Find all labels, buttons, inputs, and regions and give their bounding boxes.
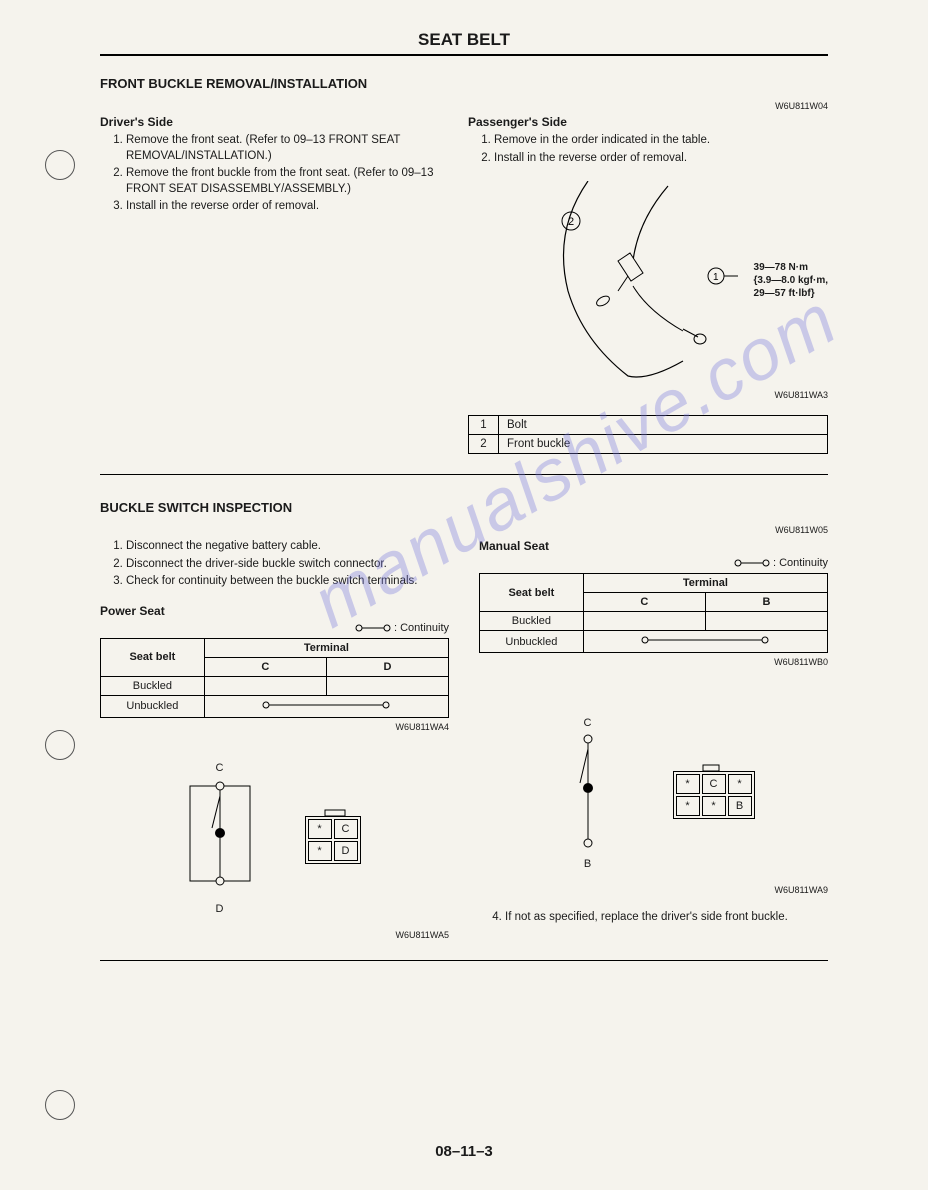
part-num: 1: [469, 416, 499, 435]
terminal-label: D: [185, 903, 255, 915]
passenger-heading: Passenger's Side: [468, 115, 828, 129]
passenger-side-column: Passenger's Side Remove in the order ind…: [468, 115, 828, 454]
step-text: Remove in the order indicated in the tab…: [494, 133, 828, 149]
col-header: D: [326, 657, 448, 676]
table-row: Buckled: [101, 676, 449, 695]
continuity-legend: : Continuity: [479, 557, 828, 569]
step-text: If not as specified, replace the driver'…: [505, 910, 828, 926]
part-name: Front buckle: [499, 435, 828, 454]
grid-cell: *: [676, 774, 700, 794]
table-row: 2 Front buckle: [469, 435, 828, 454]
page-number: 08–11–3: [0, 1143, 928, 1160]
cell: [204, 676, 326, 695]
table-code: W6U811WA4: [100, 722, 449, 732]
svg-text:2: 2: [568, 216, 574, 228]
terminal-label: B: [553, 858, 623, 870]
section-heading: FRONT BUCKLE REMOVAL/INSTALLATION: [100, 76, 828, 91]
step-text: Remove the front buckle from the front s…: [126, 166, 438, 197]
grid-cell: *: [308, 841, 332, 861]
grid-cell: *: [728, 774, 752, 794]
grid-cell: D: [334, 841, 358, 861]
table-header: Terminal: [583, 574, 827, 593]
power-switch-diagram: C D * C: [100, 762, 449, 915]
table-header: Seat belt: [480, 574, 584, 612]
step-text: Disconnect the driver-side buckle switch…: [126, 557, 449, 573]
manual-switch-diagram: C B * C *: [479, 717, 828, 870]
table-row: Unbuckled: [480, 631, 828, 653]
col-header: C: [204, 657, 326, 676]
col-header: B: [705, 593, 827, 612]
table-code: W6U811WB0: [479, 657, 828, 667]
section2-columns: Disconnect the negative battery cable. D…: [100, 539, 828, 940]
scan-artifact-ring: [45, 150, 75, 180]
cell: [705, 612, 827, 631]
buckle-diagram: 2 1 39—78 N·m {3.9—8.0 kgf·m, 29—57 ft·l…: [468, 181, 828, 400]
part-name: Bolt: [499, 416, 828, 435]
torque-spec: 39—78 N·m {3.9—8.0 kgf·m, 29—57 ft·lbf}: [754, 261, 828, 300]
step-text: Remove the front seat. (Refer to 09–13 F…: [126, 133, 438, 164]
driver-steps: Remove the front seat. (Refer to 09–13 F…: [126, 133, 438, 215]
grid-cell: C: [334, 819, 358, 839]
section-heading: BUCKLE SWITCH INSPECTION: [100, 500, 828, 515]
grid-cell: *: [308, 819, 332, 839]
diagram-code: W6U811WA9: [479, 885, 828, 895]
grid-cell: *: [702, 796, 726, 816]
grid-cell: C: [702, 774, 726, 794]
doc-code: W6U811W05: [100, 525, 828, 535]
final-step: If not as specified, replace the driver'…: [505, 910, 828, 926]
svg-text:1: 1: [713, 272, 719, 283]
table-row: 1 Bolt: [469, 416, 828, 435]
doc-code: W6U811W04: [100, 101, 828, 111]
manual-seat-heading: Manual Seat: [479, 539, 828, 553]
inspection-left-column: Disconnect the negative battery cable. D…: [100, 539, 449, 940]
step-text: Disconnect the negative battery cable.: [126, 539, 449, 555]
table-row: Unbuckled: [101, 695, 449, 717]
manual-continuity-table: Seat belt Terminal C B Buckled Unbuckled: [479, 573, 828, 653]
continuity-cell: [204, 695, 448, 717]
state-label: Unbuckled: [480, 631, 584, 653]
state-label: Buckled: [101, 676, 205, 695]
step-text: Install in the reverse order of removal.: [494, 151, 828, 167]
cell: [583, 612, 705, 631]
legend-text: : Continuity: [394, 622, 449, 634]
torque-line: 29—57 ft·lbf}: [754, 287, 828, 300]
parts-table: 1 Bolt 2 Front buckle: [468, 415, 828, 454]
grid-cell: B: [728, 796, 752, 816]
legend-text: : Continuity: [773, 557, 828, 569]
diagram-code: W6U811WA5: [100, 930, 449, 940]
state-label: Unbuckled: [101, 695, 205, 717]
table-row: Buckled: [480, 612, 828, 631]
terminal-label: C: [553, 717, 623, 729]
power-continuity-table: Seat belt Terminal C D Buckled Unbuckled: [100, 638, 449, 718]
cell: [326, 676, 448, 695]
inspection-right-column: Manual Seat : Continuity Seat belt Termi…: [479, 539, 828, 940]
step-text: Install in the reverse order of removal.: [126, 199, 438, 215]
section-divider: [100, 960, 828, 961]
section1-columns: Driver's Side Remove the front seat. (Re…: [100, 115, 828, 454]
scan-artifact-ring: [45, 1090, 75, 1120]
table-header: Terminal: [204, 638, 448, 657]
inspection-steps: Disconnect the negative battery cable. D…: [126, 539, 449, 590]
section-divider: [100, 474, 828, 475]
diagram-code: W6U811WA3: [468, 390, 828, 400]
table-header: Seat belt: [101, 638, 205, 676]
part-num: 2: [469, 435, 499, 454]
grid-cell: *: [676, 796, 700, 816]
terminal-grid: * C * * * B: [673, 771, 755, 819]
terminal-label: C: [185, 762, 255, 774]
terminal-grid: * C * D: [305, 816, 361, 864]
page-title: SEAT BELT: [100, 30, 828, 56]
continuity-legend: : Continuity: [100, 622, 449, 634]
torque-line: 39—78 N·m: [754, 261, 828, 274]
continuity-cell: [583, 631, 827, 653]
step-text: Check for continuity between the buckle …: [126, 574, 449, 590]
scan-artifact-ring: [45, 730, 75, 760]
power-seat-heading: Power Seat: [100, 604, 449, 618]
col-header: C: [583, 593, 705, 612]
state-label: Buckled: [480, 612, 584, 631]
torque-line: {3.9—8.0 kgf·m,: [754, 274, 828, 287]
passenger-steps: Remove in the order indicated in the tab…: [494, 133, 828, 166]
driver-heading: Driver's Side: [100, 115, 438, 129]
driver-side-column: Driver's Side Remove the front seat. (Re…: [100, 115, 438, 454]
